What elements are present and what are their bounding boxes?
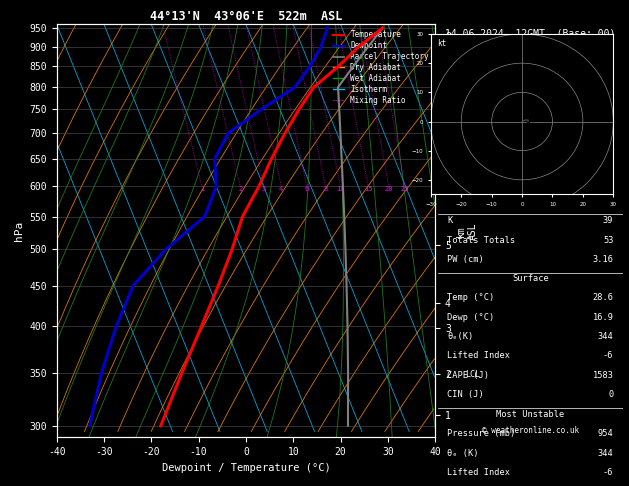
Text: 14.06.2024  12GMT  (Base: 00): 14.06.2024 12GMT (Base: 00) [445, 29, 616, 38]
Text: 20: 20 [384, 187, 393, 192]
Text: -6: -6 [603, 351, 613, 361]
Text: 8: 8 [323, 187, 328, 192]
Text: θₑ(K): θₑ(K) [447, 332, 474, 341]
Text: Surface: Surface [512, 274, 548, 283]
Text: -6: -6 [603, 468, 613, 477]
Text: 1: 1 [200, 187, 204, 192]
Legend: Temperature, Dewpoint, Parcel Trajectory, Dry Adiabat, Wet Adiabat, Isotherm, Mi: Temperature, Dewpoint, Parcel Trajectory… [331, 28, 431, 107]
Text: Dewp (°C): Dewp (°C) [447, 312, 494, 322]
Text: kt: kt [437, 39, 446, 48]
Text: 344: 344 [598, 449, 613, 457]
Text: PW (cm): PW (cm) [447, 255, 484, 264]
Text: Temp (°C): Temp (°C) [447, 293, 494, 302]
Text: 1583: 1583 [593, 371, 613, 380]
Text: LCL: LCL [465, 370, 481, 379]
Text: CIN (J): CIN (J) [447, 390, 484, 399]
Text: 0: 0 [608, 390, 613, 399]
Text: Lifted Index: Lifted Index [447, 468, 510, 477]
Text: θₑ (K): θₑ (K) [447, 449, 479, 457]
Text: 25: 25 [401, 187, 409, 192]
Y-axis label: hPa: hPa [14, 221, 24, 241]
Y-axis label: km
ASL: km ASL [457, 222, 478, 240]
Text: 39: 39 [603, 216, 613, 226]
Text: 10: 10 [336, 187, 345, 192]
Text: 28.6: 28.6 [593, 293, 613, 302]
Text: Lifted Index: Lifted Index [447, 351, 510, 361]
Text: Pressure (mb): Pressure (mb) [447, 429, 516, 438]
Text: 53: 53 [603, 236, 613, 245]
Text: 16.9: 16.9 [593, 312, 613, 322]
Text: 2: 2 [238, 187, 242, 192]
Text: CAPE (J): CAPE (J) [447, 371, 489, 380]
X-axis label: Dewpoint / Temperature (°C): Dewpoint / Temperature (°C) [162, 463, 330, 473]
Text: 6: 6 [304, 187, 309, 192]
Text: 3.16: 3.16 [593, 255, 613, 264]
Text: 954: 954 [598, 429, 613, 438]
Text: Totals Totals: Totals Totals [447, 236, 516, 245]
Text: Most Unstable: Most Unstable [496, 410, 564, 419]
Text: 15: 15 [364, 187, 372, 192]
Text: 344: 344 [598, 332, 613, 341]
Text: 4: 4 [279, 187, 284, 192]
Text: 3: 3 [262, 187, 266, 192]
Text: © weatheronline.co.uk: © weatheronline.co.uk [482, 426, 579, 435]
Title: 44°13'N  43°06'E  522m  ASL: 44°13'N 43°06'E 522m ASL [150, 10, 342, 23]
Text: K: K [447, 216, 452, 226]
